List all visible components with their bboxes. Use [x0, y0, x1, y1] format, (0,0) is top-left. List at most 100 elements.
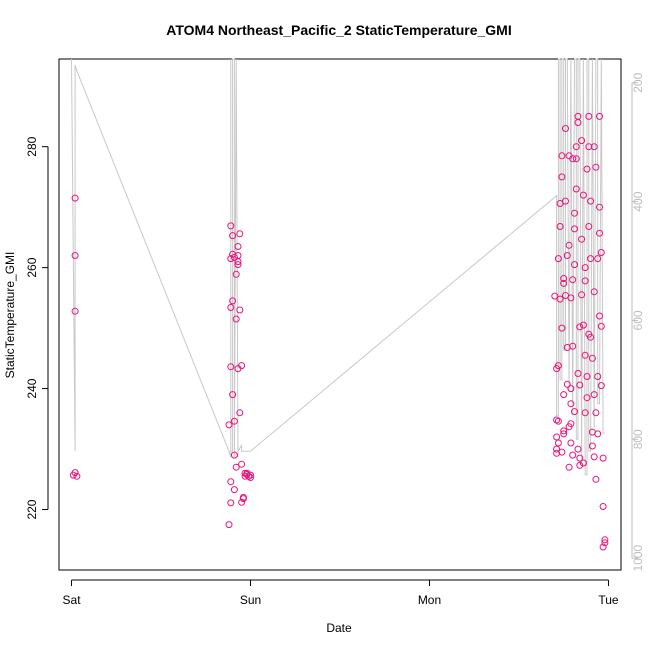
data-point	[234, 261, 242, 269]
data-point	[601, 539, 609, 547]
data-point	[574, 445, 582, 453]
data-point	[229, 391, 237, 399]
data-point	[587, 197, 595, 205]
data-point	[234, 258, 242, 266]
y2-tick-label: 1000	[631, 544, 645, 571]
data-point	[571, 408, 578, 416]
data-point	[238, 498, 246, 506]
data-point	[574, 370, 582, 377]
y-axis-right: 200 400 600 800 1000	[631, 72, 645, 571]
data-point	[599, 543, 607, 551]
x-axis-label: Date	[326, 621, 352, 635]
data-point	[225, 521, 233, 529]
data-point	[227, 222, 235, 230]
data-point	[236, 230, 244, 238]
data-point	[588, 442, 596, 450]
data-point	[230, 451, 238, 459]
data-point	[71, 469, 79, 477]
data-point	[560, 430, 568, 438]
data-point	[558, 173, 566, 181]
data-point	[227, 363, 235, 371]
data-point	[71, 307, 79, 315]
data-point	[579, 321, 587, 329]
data-point	[563, 380, 571, 388]
x-axis: Sat Sun Mon Tue	[63, 579, 619, 607]
data-point	[596, 312, 603, 320]
data-point	[599, 454, 607, 462]
data-point	[571, 261, 578, 269]
data-point	[597, 249, 605, 256]
data-point	[565, 241, 573, 249]
data-point	[560, 275, 568, 282]
data-point	[587, 333, 595, 341]
profile-lines	[71, 58, 605, 476]
data-point	[558, 152, 566, 160]
data-point	[581, 277, 589, 285]
data-point	[581, 409, 589, 417]
data-point	[563, 252, 571, 259]
data-point	[569, 276, 577, 284]
data-point	[554, 439, 562, 447]
data-point	[576, 454, 584, 462]
data-point	[576, 461, 584, 469]
x-tick-label: Sun	[240, 593, 261, 607]
data-point	[578, 291, 586, 299]
data-point	[556, 295, 564, 303]
data-point	[594, 430, 602, 438]
data-point	[592, 475, 600, 483]
x-tick-label: Tue	[598, 593, 619, 607]
data-point	[245, 472, 253, 480]
data-point	[227, 499, 235, 507]
data-point	[590, 143, 598, 151]
chart-title: ATOM4 Northeast_Pacific_2 StaticTemperat…	[166, 22, 511, 38]
data-point	[560, 391, 568, 399]
data-point	[592, 409, 600, 417]
y2-tick-label: 600	[631, 310, 645, 330]
data-point	[238, 362, 246, 370]
data-point	[239, 495, 247, 503]
data-points	[69, 112, 609, 551]
data-point	[596, 112, 603, 120]
x-tick-label: Mon	[418, 593, 441, 607]
data-point	[572, 155, 580, 163]
data-point	[594, 255, 602, 263]
data-point	[588, 354, 596, 362]
data-point	[576, 381, 584, 389]
data-point	[230, 417, 238, 425]
data-point	[574, 119, 582, 126]
data-point	[227, 255, 235, 263]
data-point	[232, 270, 240, 278]
data-point	[236, 306, 244, 314]
data-point	[553, 449, 561, 457]
data-point	[578, 235, 586, 243]
data-point	[597, 322, 605, 330]
data-point	[229, 232, 237, 240]
data-point	[558, 448, 566, 456]
data-point	[73, 472, 81, 480]
data-point	[553, 445, 561, 453]
data-point	[585, 143, 593, 151]
data-point	[71, 194, 79, 202]
data-point	[571, 225, 578, 233]
data-point	[567, 385, 575, 393]
data-point	[567, 400, 575, 408]
data-point	[234, 252, 242, 259]
data-point	[553, 433, 561, 441]
data-point	[230, 486, 238, 494]
data-point	[234, 243, 242, 250]
data-point	[572, 143, 580, 151]
y-axis-left: 220 240 260 280	[25, 136, 49, 520]
data-point	[587, 255, 595, 263]
y-axis-label: StaticTemperature_GMI	[3, 252, 17, 379]
data-point	[565, 463, 573, 471]
data-point	[247, 474, 254, 481]
data-point	[581, 264, 589, 272]
data-point	[553, 416, 561, 424]
data-point	[569, 451, 577, 459]
y2-tick-label: 200	[631, 72, 645, 92]
data-point	[227, 304, 235, 311]
data-point	[601, 536, 609, 544]
y-tick-label: 240	[25, 378, 39, 398]
data-point	[554, 255, 562, 263]
